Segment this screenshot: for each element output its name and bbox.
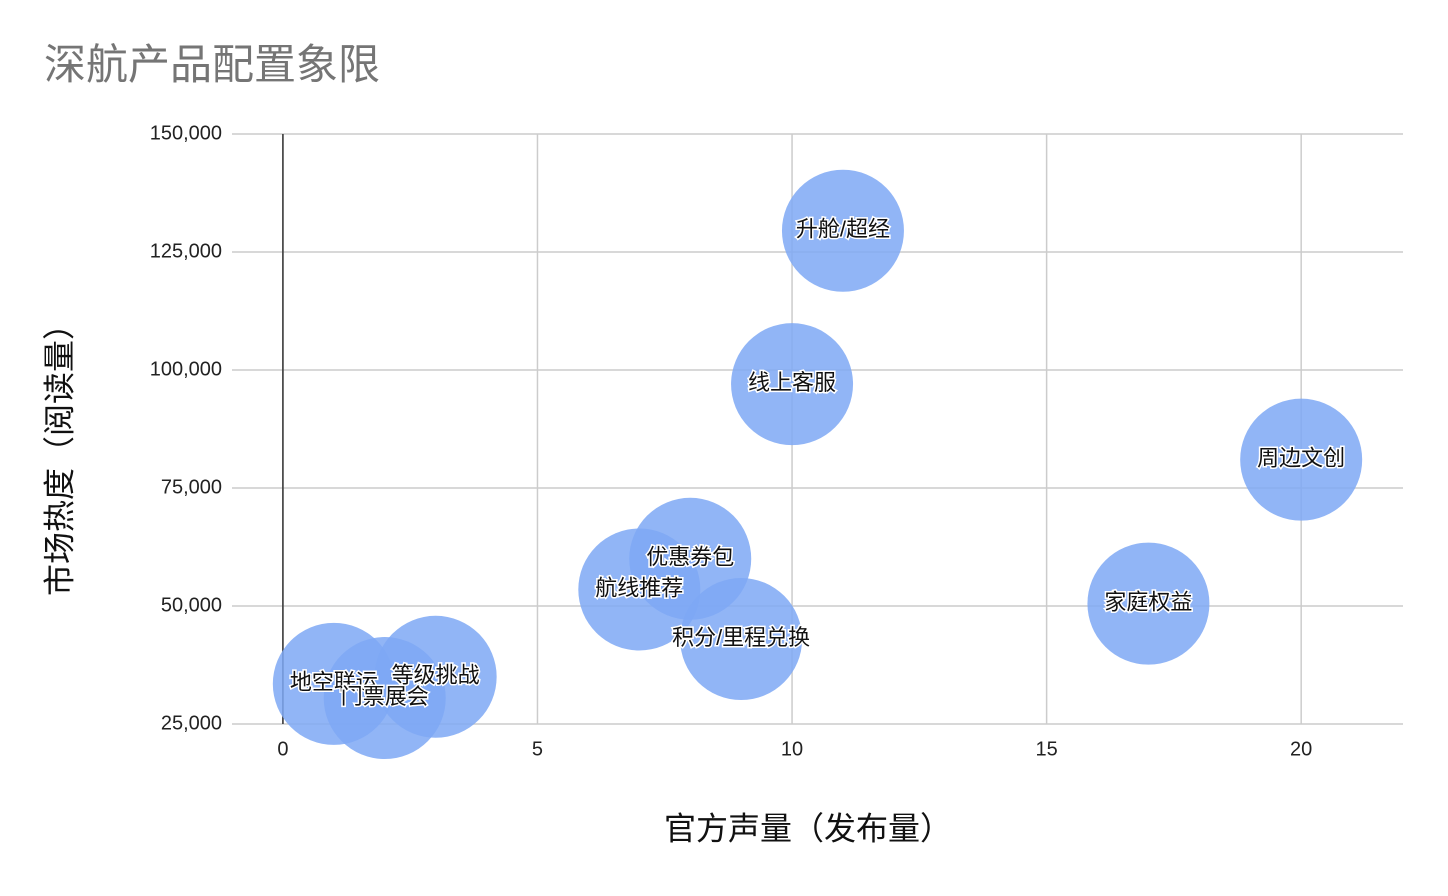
- y-tick-label: 50,000: [161, 594, 222, 616]
- x-tick-label: 5: [532, 738, 543, 760]
- bubble-label: 地空联运: [290, 670, 378, 695]
- bubble-label: 升舱/超经: [796, 217, 890, 242]
- y-tick-label: 75,000: [161, 476, 222, 498]
- x-tick-label: 0: [277, 738, 288, 760]
- x-axis-title: 官方声量（发布量）: [664, 810, 952, 846]
- x-tick-label: 15: [1035, 738, 1057, 760]
- x-tick-label: 20: [1290, 738, 1312, 760]
- bubble: [731, 323, 854, 446]
- bubble-label: 优惠券包: [646, 545, 734, 570]
- x-tick-label: 10: [781, 738, 803, 760]
- bubble-label: 等级挑战: [392, 663, 480, 688]
- bubble: [680, 578, 803, 701]
- y-tick-label: 25,000: [161, 712, 222, 734]
- bubble: [1240, 398, 1363, 521]
- bubble: [374, 615, 497, 738]
- bubble: [1087, 542, 1210, 665]
- chart-title: 深航产品配置象限: [44, 41, 380, 88]
- y-tick-label: 150,000: [150, 122, 222, 144]
- bubble-label: 门票展会: [341, 684, 429, 709]
- bubble: [578, 528, 701, 651]
- y-axis-title: 市场热度（阅读量）: [41, 308, 77, 596]
- bubble-label: 积分/里程兑换: [672, 625, 810, 650]
- bubble-label: 航线推荐: [595, 575, 683, 600]
- bubble-label: 周边文创: [1257, 445, 1345, 470]
- bubble-label: 线上客服: [748, 370, 836, 395]
- bubble: [781, 169, 904, 292]
- y-tick-label: 125,000: [150, 240, 222, 262]
- bubble-label: 家庭权益: [1104, 589, 1192, 614]
- y-tick-label: 100,000: [150, 358, 222, 380]
